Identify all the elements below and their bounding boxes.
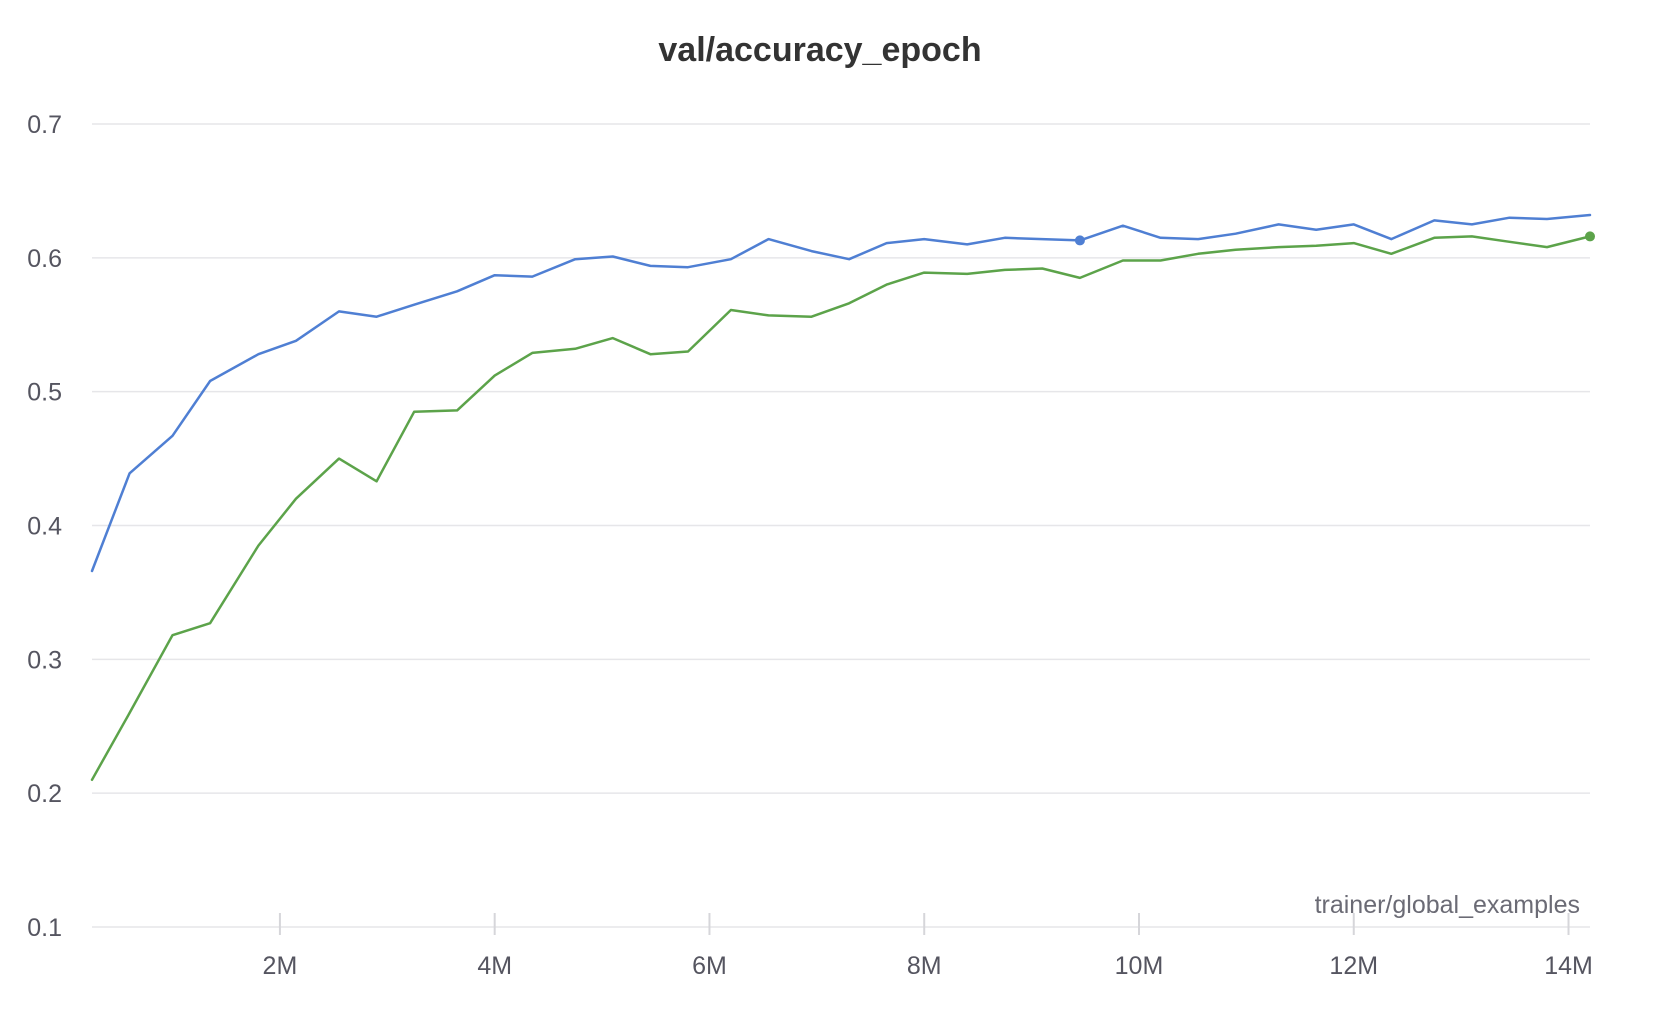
x-tick-label: 4M — [477, 952, 512, 980]
grid-lines — [92, 123, 1590, 928]
y-tick-label: 0.6 — [27, 245, 62, 273]
x-axis-title: trainer/global_examples — [1315, 891, 1580, 919]
chart-title: val/accuracy_epoch — [658, 31, 981, 69]
x-axis: 2M 4M 6M 8M 10M 12M 14M — [263, 913, 1593, 980]
y-tick-label: 0.4 — [27, 513, 62, 541]
x-tick-label: 10M — [1115, 952, 1164, 980]
series-line-1 — [90, 213, 1592, 573]
y-tick-label: 0.7 — [27, 111, 62, 139]
y-tick-label: 0.1 — [27, 914, 62, 942]
x-tick-label: 8M — [907, 952, 942, 980]
x-tick-label: 2M — [263, 952, 298, 980]
y-tick-label: 0.2 — [27, 780, 62, 808]
y-axis: 0.1 0.2 0.3 0.4 0.5 0.6 0.7 — [27, 111, 62, 942]
y-tick-label: 0.3 — [27, 646, 62, 674]
y-tick-label: 0.5 — [27, 379, 62, 407]
x-tick-label: 12M — [1329, 952, 1378, 980]
x-tick-label: 6M — [692, 952, 727, 980]
series-point-marker-2 — [1585, 231, 1595, 242]
series-line-2 — [90, 235, 1592, 782]
x-tick-label: 14M — [1544, 952, 1593, 980]
series-lines — [90, 213, 1595, 782]
series-point-marker-1 — [1074, 235, 1085, 246]
